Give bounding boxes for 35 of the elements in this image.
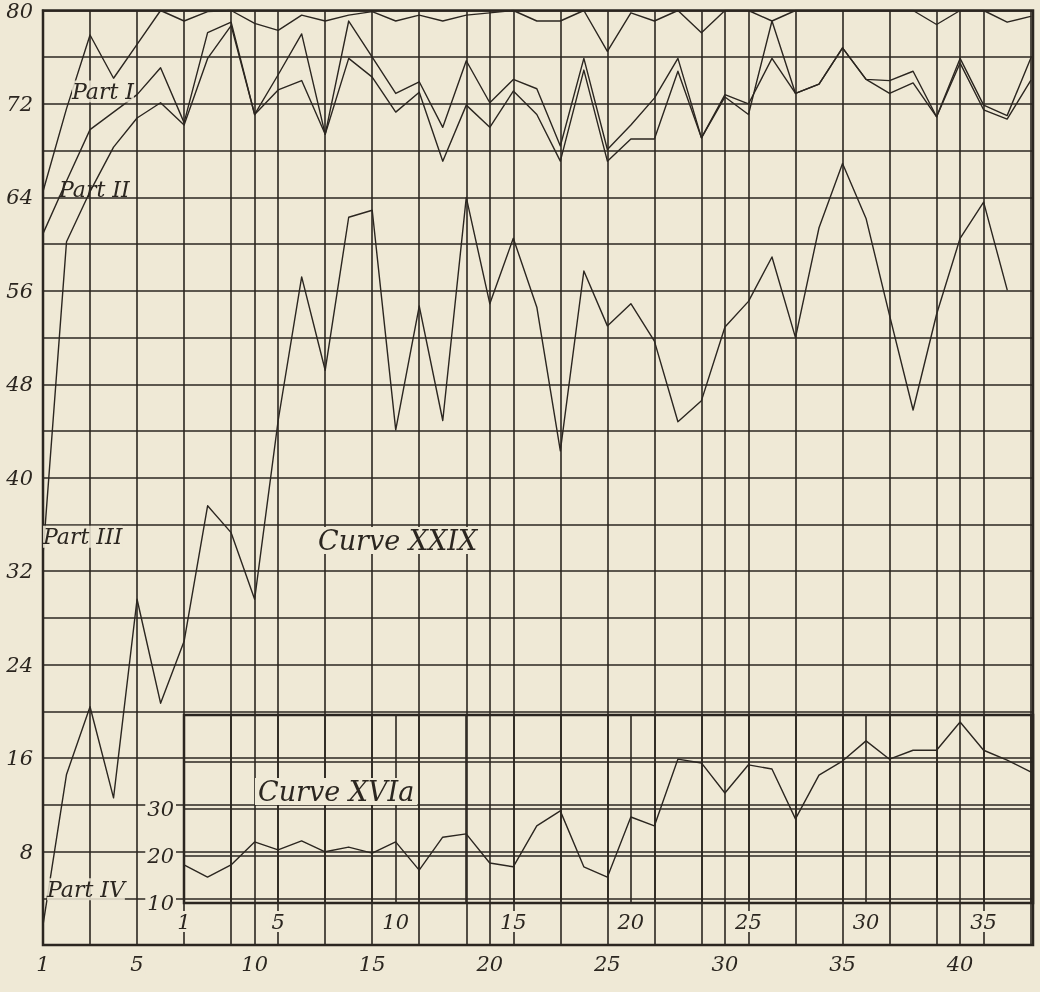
y-tick-label: 64: [6, 185, 33, 210]
y-tick-label: 56: [6, 278, 33, 303]
x-tick-label: 30: [852, 909, 880, 934]
x-tick-label: 15: [499, 909, 527, 934]
x-tick-label: 1: [177, 909, 191, 934]
x-tick-label: 30: [711, 951, 739, 976]
text: Curve XXIX: [318, 525, 479, 556]
y-tick-label: 48: [5, 372, 33, 397]
text: Curve XVIa: [258, 776, 415, 807]
x-tick-label: 10: [382, 909, 410, 934]
x-tick-label: 10: [241, 951, 269, 976]
x-tick-label: 5: [130, 951, 144, 976]
series-label: Part III: [42, 524, 124, 550]
series-label: Part I: [71, 79, 136, 105]
series-label: Part IV: [46, 876, 127, 902]
y-tick-label: 20: [146, 844, 174, 868]
x-tick-label: 1: [36, 951, 50, 976]
y-tick-label: 10: [147, 891, 174, 915]
x-tick-label: 40: [945, 951, 974, 976]
y-tick-label: 80: [6, 0, 33, 23]
y-tick-label: 16: [6, 746, 33, 771]
x-tick-label: 25: [593, 951, 621, 976]
y-tick-label: 40: [5, 465, 33, 490]
x-tick-label: 25: [734, 909, 762, 934]
x-tick-label: 20: [475, 951, 504, 976]
x-tick-label: 35: [970, 909, 997, 934]
y-tick-label: 8: [19, 839, 33, 864]
x-tick-label: 35: [829, 951, 856, 976]
y-tick-label: 72: [6, 91, 33, 116]
x-tick-label: 5: [271, 909, 285, 934]
x-tick-label: 15: [358, 951, 386, 976]
x-tick-label: 20: [616, 909, 645, 934]
y-tick-label: 24: [5, 652, 33, 677]
y-tick-label: 32: [6, 559, 33, 584]
y-tick-label: 30: [147, 797, 174, 821]
